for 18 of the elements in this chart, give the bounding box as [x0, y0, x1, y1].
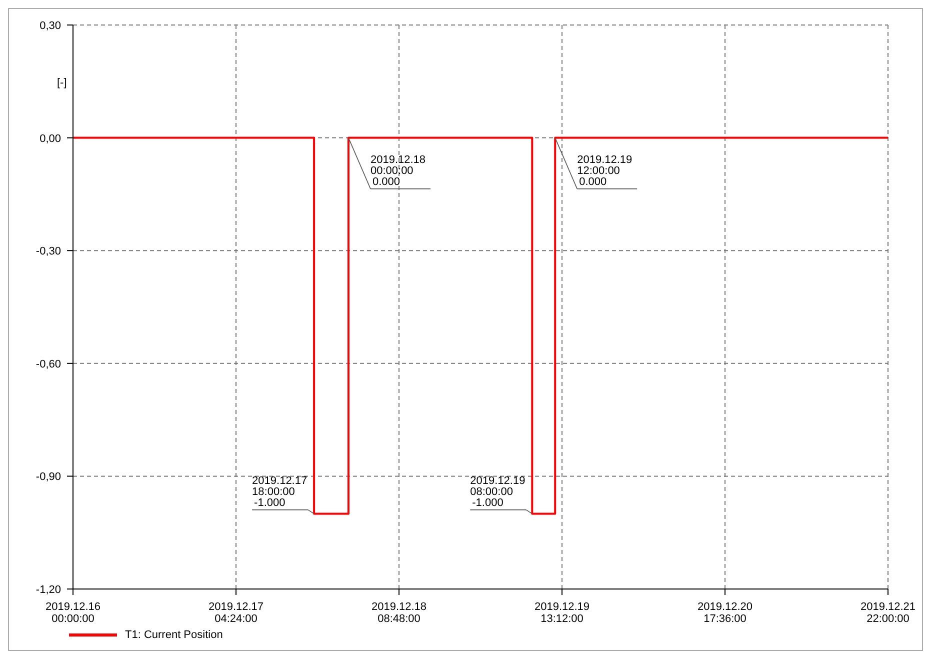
x-tick-label: 2019.12.16 00:00:00 — [45, 601, 101, 625]
annotation: 2019.12.19 08:00:00 -1.000 — [470, 474, 526, 509]
x-tick-label: 2019.12.21 22:00:00 — [860, 601, 916, 625]
y-tick-label: -0,60 — [36, 358, 61, 370]
y-tick-label: 0,30 — [40, 20, 61, 32]
y-tick-label: -1,20 — [36, 584, 61, 596]
y-axis-title: [-] — [57, 77, 67, 89]
x-tick-label: 2019.12.19 13:12:00 — [534, 601, 590, 625]
y-tick-label: -0,90 — [36, 471, 61, 484]
x-tick-label: 2019.12.20 17:36:00 — [697, 601, 753, 625]
annotation: 2019.12.17 18:00:00 -1.000 — [252, 474, 308, 509]
y-tick-label: 0,00 — [40, 132, 61, 145]
y-tick-label: -0,30 — [36, 246, 61, 258]
legend-label: T1: Current Position — [125, 629, 223, 641]
annotation: 2019.12.18 00:00:00 0.000 — [370, 154, 426, 188]
annotation: 2019.12.19 12:00:00 0.000 — [577, 154, 632, 188]
x-tick-label: 2019.12.17 04:24:00 — [208, 601, 264, 625]
x-tick-label: 2019.12.18 08:48:00 — [371, 601, 427, 625]
